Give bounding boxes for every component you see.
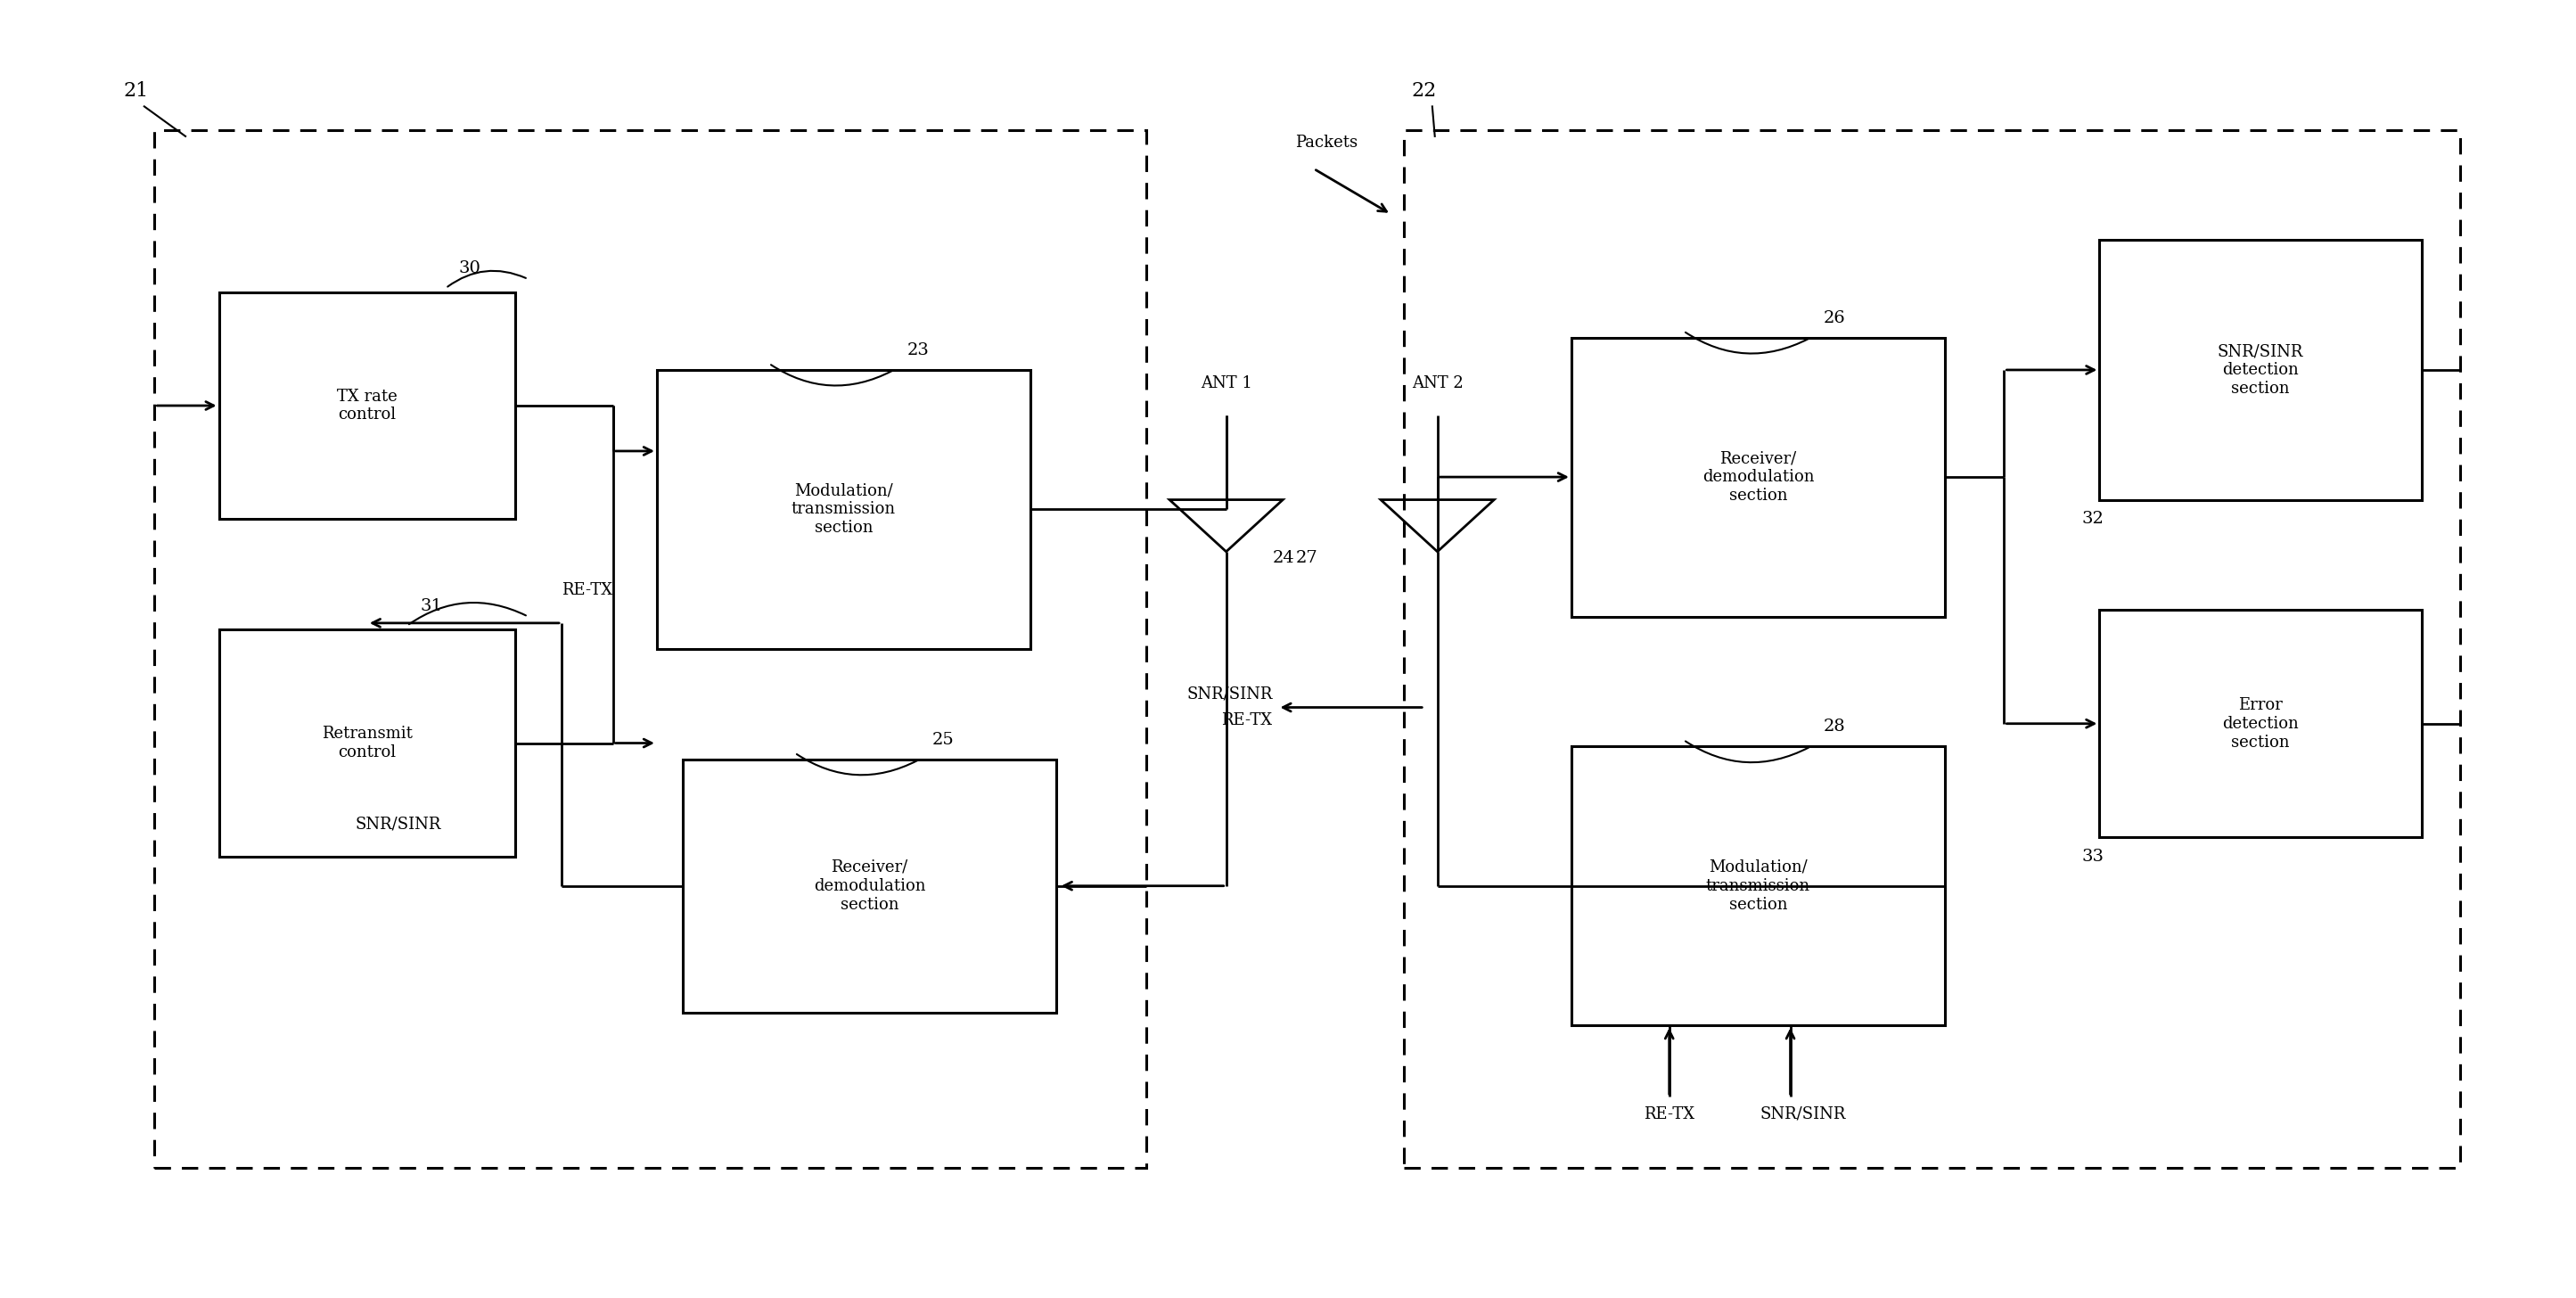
Text: RE-TX: RE-TX bbox=[1221, 713, 1273, 728]
Text: 30: 30 bbox=[459, 261, 482, 276]
Bar bbox=[1571, 337, 1945, 617]
Text: TX rate
control: TX rate control bbox=[337, 388, 397, 423]
Text: 27: 27 bbox=[1296, 550, 1319, 566]
Bar bbox=[657, 370, 1030, 649]
Bar bbox=[1404, 130, 2460, 1168]
Text: ANT 1: ANT 1 bbox=[1200, 375, 1252, 391]
Text: Error
detection
section: Error detection section bbox=[2223, 697, 2298, 750]
Text: SNR/SINR: SNR/SINR bbox=[355, 816, 440, 832]
Text: ANT 2: ANT 2 bbox=[1412, 375, 1463, 391]
Text: SNR/SINR: SNR/SINR bbox=[1188, 687, 1273, 702]
Bar bbox=[683, 759, 1056, 1012]
Bar bbox=[1571, 746, 1945, 1025]
Text: SNR/SINR
detection
section: SNR/SINR detection section bbox=[2218, 344, 2303, 396]
Text: RE-TX: RE-TX bbox=[562, 583, 613, 598]
Bar bbox=[219, 630, 515, 857]
Text: Packets: Packets bbox=[1296, 135, 1358, 151]
Text: Retransmit
control: Retransmit control bbox=[322, 726, 412, 761]
Text: 31: 31 bbox=[420, 598, 443, 614]
Text: 33: 33 bbox=[2081, 849, 2105, 864]
Text: 22: 22 bbox=[1412, 80, 1437, 101]
Bar bbox=[2099, 610, 2421, 837]
Text: RE-TX: RE-TX bbox=[1643, 1106, 1695, 1121]
Text: Modulation/
transmission
section: Modulation/ transmission section bbox=[1705, 859, 1811, 912]
Text: Modulation/
transmission
section: Modulation/ transmission section bbox=[791, 483, 896, 536]
Text: 23: 23 bbox=[907, 343, 930, 358]
Text: Receiver/
demodulation
section: Receiver/ demodulation section bbox=[814, 859, 925, 912]
Text: 21: 21 bbox=[124, 80, 149, 101]
Text: Receiver/
demodulation
section: Receiver/ demodulation section bbox=[1703, 450, 1814, 504]
Bar bbox=[219, 292, 515, 519]
Text: 24: 24 bbox=[1273, 550, 1296, 566]
Text: 25: 25 bbox=[933, 732, 956, 748]
Text: SNR/SINR: SNR/SINR bbox=[1759, 1106, 1847, 1121]
Bar bbox=[2099, 240, 2421, 500]
Text: 32: 32 bbox=[2081, 511, 2105, 527]
Text: 28: 28 bbox=[1824, 719, 1847, 735]
Bar bbox=[155, 130, 1146, 1168]
Text: 26: 26 bbox=[1824, 310, 1847, 326]
